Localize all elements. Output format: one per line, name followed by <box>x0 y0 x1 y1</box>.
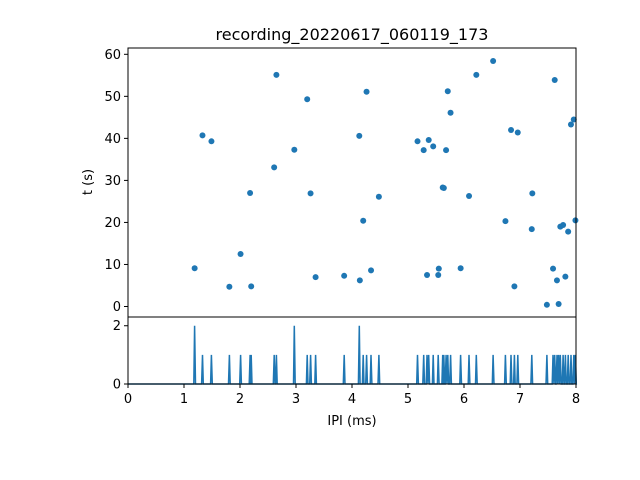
raster-y-tick-label: 50 <box>104 90 121 105</box>
raster-point <box>529 190 536 197</box>
raster-point <box>312 274 319 281</box>
histogram-axes-frame <box>127 316 577 385</box>
raster-point <box>273 71 280 78</box>
chart-title: recording_20220617_060119_173 <box>216 25 489 45</box>
histogram-y-tick-label: 0 <box>113 378 121 393</box>
raster-point <box>248 283 255 290</box>
histogram-x-tick-label: 7 <box>516 392 524 407</box>
raster-point <box>511 283 518 290</box>
raster-y-tick-label: 40 <box>104 132 121 147</box>
raster-point <box>562 273 569 280</box>
raster-point <box>560 221 567 228</box>
raster-point <box>502 218 509 225</box>
histogram-x-tick-label: 1 <box>180 392 188 407</box>
raster-point <box>528 226 535 233</box>
raster-point <box>304 96 311 103</box>
raster-point <box>356 132 363 139</box>
histogram-x-tick-label: 3 <box>292 392 300 407</box>
raster-point <box>199 132 206 139</box>
raster-point <box>443 147 450 154</box>
raster-y-tick-label: 20 <box>104 216 121 231</box>
histogram-x-axis-label: IPI (ms) <box>327 414 376 429</box>
raster-point <box>191 265 198 272</box>
raster-point <box>341 272 348 279</box>
raster-point <box>414 138 421 145</box>
histogram-x-tick-label: 2 <box>236 392 244 407</box>
raster-point <box>307 190 314 197</box>
raster-point <box>375 193 382 200</box>
raster-point <box>444 88 451 95</box>
raster-point <box>570 116 577 123</box>
raster-point <box>553 277 560 284</box>
raster-y-axis-label: t (s) <box>81 169 96 195</box>
raster-point <box>514 129 521 136</box>
raster-point <box>420 147 427 154</box>
raster-y-tick-label: 0 <box>113 300 121 315</box>
raster-y-tick-label: 10 <box>104 258 121 273</box>
raster-points <box>191 58 579 308</box>
raster-point <box>360 217 367 224</box>
raster-point <box>368 267 375 274</box>
raster-point <box>356 277 363 284</box>
raster-point <box>208 138 215 145</box>
raster-point <box>447 109 454 116</box>
raster-y-ticks: 0 10 20 30 40 50 60 <box>104 48 128 315</box>
histogram-y-ticks: 02 <box>113 319 128 393</box>
raster-point <box>247 190 254 197</box>
histogram-x-tick-label: 6 <box>460 392 468 407</box>
raster-point <box>508 126 515 133</box>
raster-point <box>226 283 233 290</box>
raster-point <box>435 271 442 278</box>
raster-point <box>572 217 579 224</box>
raster-point <box>440 184 447 191</box>
raster-point <box>291 146 298 153</box>
raster-point <box>555 300 562 307</box>
histogram-x-tick-label: 5 <box>404 392 412 407</box>
raster-point <box>424 271 431 278</box>
raster-point <box>457 265 464 272</box>
raster-point <box>425 137 432 144</box>
raster-y-tick-label: 60 <box>104 48 121 63</box>
raster-point <box>550 265 557 272</box>
raster-point <box>565 228 572 235</box>
raster-point <box>473 71 480 78</box>
raster-point <box>271 164 278 171</box>
raster-point <box>435 265 442 272</box>
raster-point <box>430 143 437 150</box>
raster-point <box>551 76 558 83</box>
raster-point <box>543 301 550 308</box>
raster-y-tick-label: 30 <box>104 174 121 189</box>
raster-point <box>466 192 473 199</box>
histogram-x-ticks: 0 1 2 3 4 5 6 7 8 <box>124 384 580 407</box>
histogram-x-tick-label: 4 <box>348 392 356 407</box>
raster-point <box>237 250 244 257</box>
histogram-x-tick-label: 8 <box>572 392 580 407</box>
raster-point <box>567 121 574 128</box>
histogram-y-tick-label: 2 <box>113 319 121 334</box>
raster-point <box>363 88 370 95</box>
raster-point <box>490 58 497 65</box>
histogram-x-tick-label: 0 <box>124 392 132 407</box>
